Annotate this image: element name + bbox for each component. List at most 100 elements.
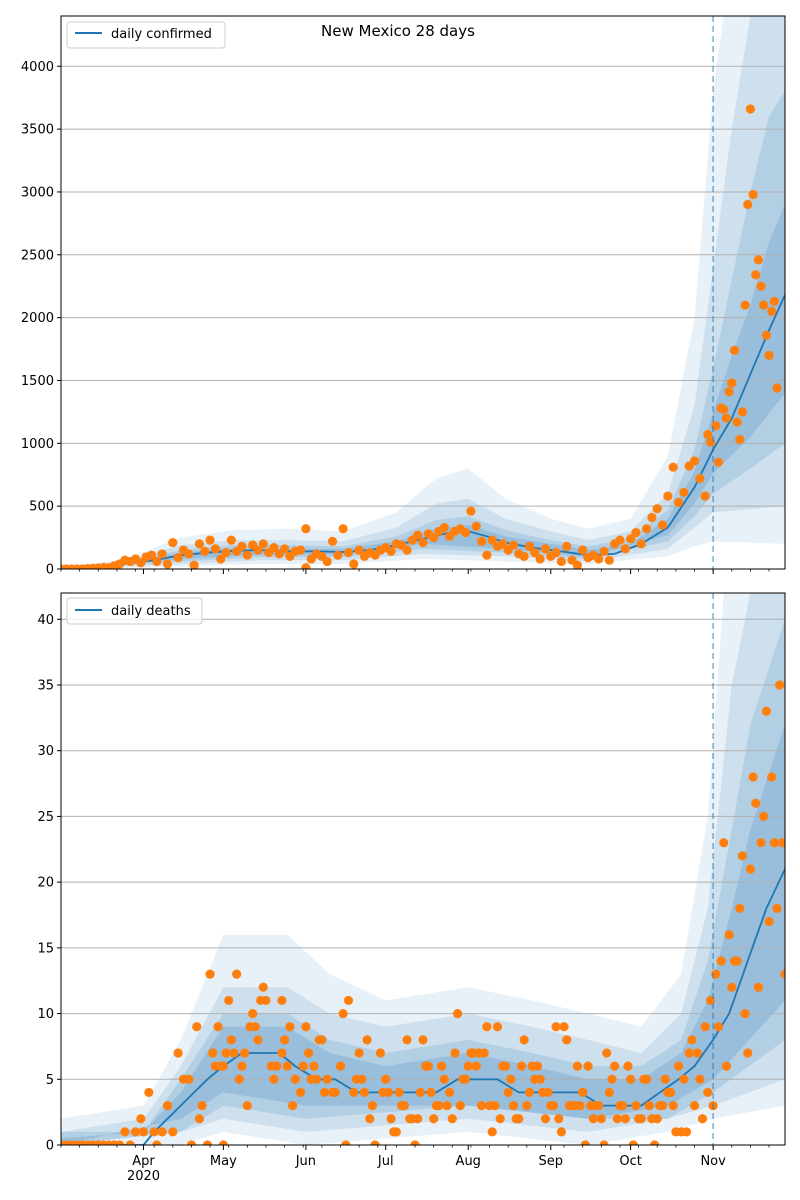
observed-point xyxy=(756,838,766,848)
observed-point xyxy=(751,798,761,808)
observed-points xyxy=(61,680,785,1145)
observed-point xyxy=(724,930,734,940)
observed-point xyxy=(657,1100,668,1111)
observed-point xyxy=(277,995,287,1006)
observed-point xyxy=(413,530,423,540)
observed-point xyxy=(157,549,167,559)
observed-point xyxy=(559,1022,569,1032)
observed-point xyxy=(258,539,268,549)
legend-entry: daily deaths xyxy=(111,604,191,619)
observed-point xyxy=(780,969,785,979)
observed-point xyxy=(221,1048,231,1058)
chart-title: New Mexico 28 days xyxy=(321,22,475,40)
observed-point xyxy=(660,1074,670,1084)
observed-point xyxy=(649,1140,660,1145)
observed-point xyxy=(429,532,439,543)
observed-point xyxy=(309,1061,319,1071)
observed-point xyxy=(343,995,354,1006)
observed-point xyxy=(594,554,604,564)
observed-point xyxy=(460,527,471,538)
observed-point xyxy=(732,417,742,427)
observed-point xyxy=(418,538,428,548)
observed-point xyxy=(365,1114,375,1124)
observed-point xyxy=(479,1048,489,1058)
observed-point xyxy=(522,1100,532,1111)
observed-point xyxy=(703,1087,713,1098)
y-tick-label: 10 xyxy=(37,1007,54,1022)
y-axis-ticks: 0 5 10 15 20 25 30 35 40 xyxy=(37,613,61,1154)
observed-point xyxy=(194,539,205,549)
observed-point xyxy=(402,1035,412,1045)
observed-point xyxy=(530,548,540,558)
observed-point xyxy=(506,1074,516,1084)
observed-point xyxy=(250,1022,260,1032)
observed-point xyxy=(756,281,766,291)
uncertainty-band-3 xyxy=(61,724,785,1145)
observed-point xyxy=(114,1140,125,1145)
observed-point xyxy=(455,1100,465,1111)
observed-point xyxy=(453,1008,463,1019)
observed-point xyxy=(138,1127,149,1137)
observed-point xyxy=(594,1100,604,1111)
observed-point xyxy=(548,1100,559,1111)
observed-point xyxy=(487,1127,497,1137)
uncertainty-band-0 xyxy=(61,16,785,569)
observed-point xyxy=(492,1022,503,1032)
y-tick-label: 40 xyxy=(37,613,54,628)
observed-point xyxy=(772,383,782,393)
y-tick-label: 30 xyxy=(37,744,54,759)
observed-point xyxy=(495,1114,505,1124)
x-tick-label: Nov xyxy=(700,1154,726,1169)
observed-point xyxy=(173,553,183,563)
observed-point xyxy=(295,545,306,555)
y-tick-label: 0 xyxy=(46,563,54,578)
observed-point xyxy=(287,1100,298,1111)
observed-point xyxy=(279,544,290,554)
observed-point xyxy=(740,1008,750,1019)
observed-point xyxy=(767,306,777,316)
observed-point xyxy=(359,1087,370,1098)
observed-point xyxy=(599,546,609,557)
observed-point xyxy=(120,1127,130,1137)
observed-point xyxy=(673,1061,684,1071)
gridlines xyxy=(61,65,785,507)
observed-point xyxy=(679,1074,689,1084)
legend-box xyxy=(66,597,203,625)
observed-point xyxy=(578,1087,588,1098)
observed-point xyxy=(322,1074,332,1084)
observed-point xyxy=(338,524,348,534)
observed-point xyxy=(767,772,777,782)
legend-entry: daily confirmed xyxy=(111,27,212,42)
observed-point xyxy=(333,550,343,560)
observed-point xyxy=(748,189,758,200)
observed-point xyxy=(413,1114,423,1124)
y-tick-label: 15 xyxy=(37,941,54,956)
observed-point xyxy=(636,539,646,549)
observed-point xyxy=(689,1100,700,1111)
observed-point xyxy=(152,556,162,567)
observed-point xyxy=(679,487,689,497)
observed-point xyxy=(197,1100,207,1111)
observed-point xyxy=(652,1114,662,1124)
observed-point xyxy=(367,1100,378,1111)
observed-point xyxy=(743,1048,753,1058)
observed-point xyxy=(383,1087,393,1098)
observed-point xyxy=(418,1035,428,1045)
observed-point xyxy=(727,378,737,388)
observed-point xyxy=(737,851,748,861)
observed-point xyxy=(173,1048,183,1058)
observed-point xyxy=(341,1140,351,1145)
observed-point xyxy=(719,838,729,848)
observed-point xyxy=(248,1008,258,1019)
observed-point xyxy=(381,1074,391,1084)
observed-point xyxy=(184,549,194,559)
observed-point xyxy=(234,1074,244,1084)
observed-point xyxy=(516,1061,527,1071)
x-tick-label: Sep xyxy=(539,1154,564,1169)
observed-point xyxy=(759,811,769,822)
observed-point xyxy=(168,538,178,548)
observed-point xyxy=(189,560,199,569)
observed-point xyxy=(764,916,774,927)
observed-point xyxy=(562,541,572,551)
